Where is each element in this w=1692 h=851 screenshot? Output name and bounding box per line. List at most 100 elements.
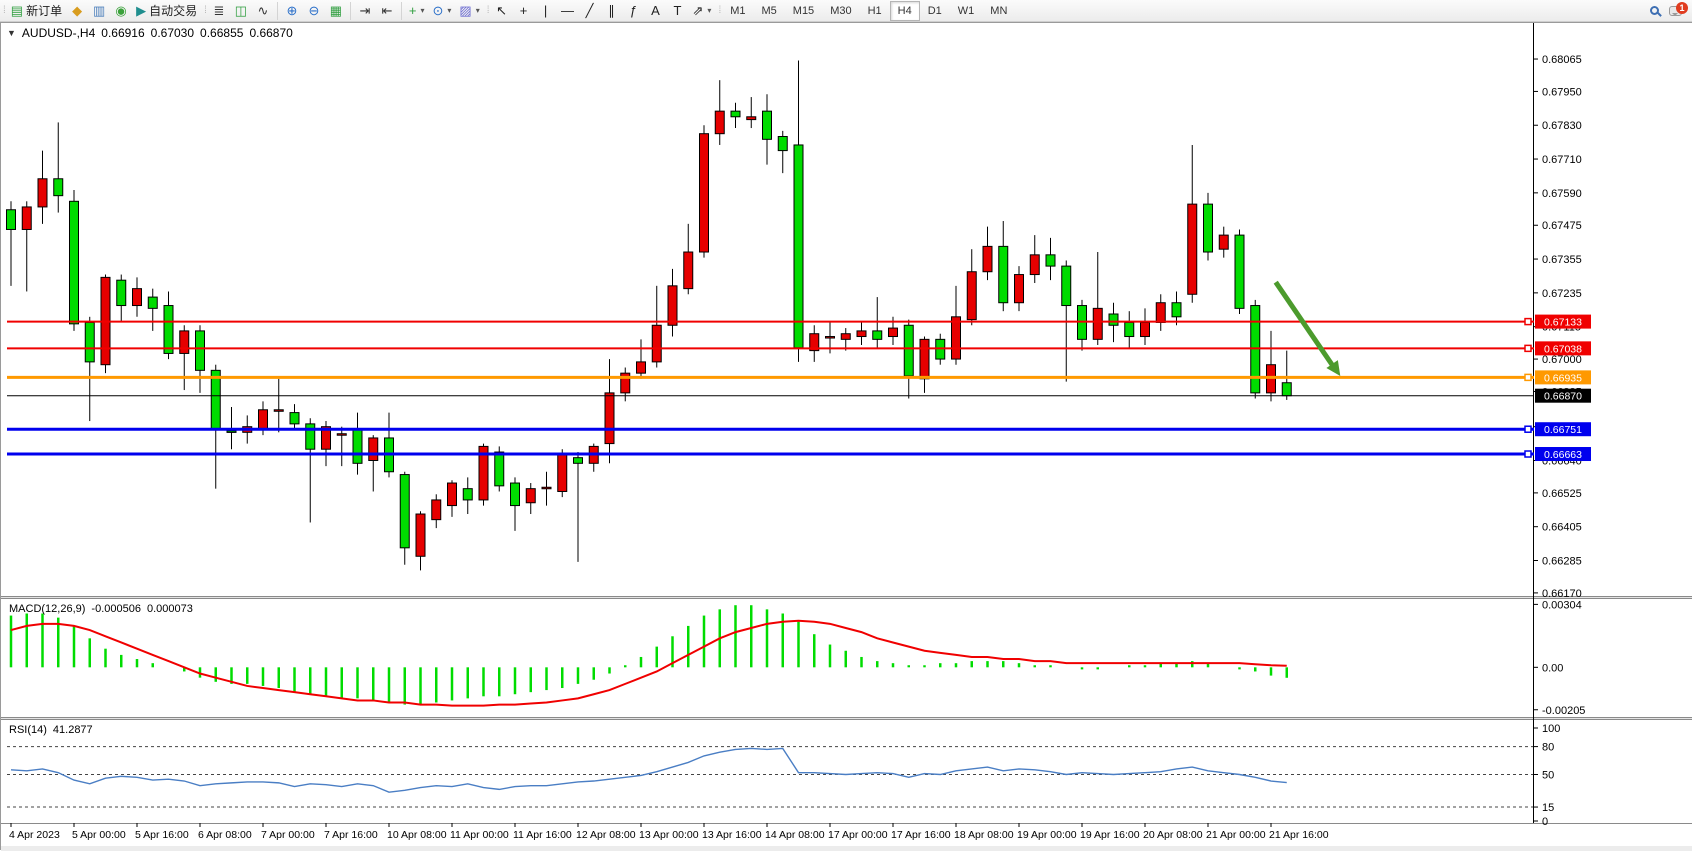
svg-text:0.66935: 0.66935 <box>1544 372 1582 384</box>
svg-text:0.66663: 0.66663 <box>1544 449 1582 461</box>
chart-shift-button[interactable]: ⇤ <box>376 1 398 21</box>
chart-canvas[interactable]: 0.68065 0.67950 0.67830 0.67710 0.67590 0.674… <box>1 23 1692 851</box>
tile-windows-button[interactable]: ▦ <box>325 1 347 21</box>
macd-indicator-label: MACD(12,26,9) -0.000506 0.000073 <box>9 603 193 615</box>
svg-text:100: 100 <box>1542 723 1560 735</box>
toolbar-drag-handle[interactable]: ⁞ <box>486 5 490 16</box>
svg-text:-0.00205: -0.00205 <box>1542 705 1585 717</box>
price-badge-0.66663: 0.66663 <box>1524 447 1591 462</box>
zoom-in-icon: ⊕ <box>286 3 298 18</box>
autotrading-icon: ▶ <box>136 3 147 18</box>
marketwatch-button[interactable]: ◆ <box>66 1 88 21</box>
svg-text:19 Apr 00:00: 19 Apr 00:00 <box>1017 829 1077 841</box>
bar-chart-button[interactable]: ≣ <box>208 1 230 21</box>
bar-chart-icon: ≣ <box>213 3 225 18</box>
macd-axis[interactable]: 0.00304 0.00 -0.00205 <box>1534 599 1585 717</box>
crosshair-button[interactable]: + <box>513 1 535 21</box>
trendline-button[interactable]: ╱ <box>579 1 601 21</box>
collapse-indicator-icon[interactable]: ▼ <box>7 28 16 38</box>
text-button[interactable]: A <box>645 1 667 21</box>
timeframe-button-w1[interactable]: W1 <box>957 4 975 17</box>
timeframe-button-d1[interactable]: D1 <box>927 4 942 17</box>
trend-arrow[interactable] <box>1273 280 1341 376</box>
indicators-button[interactable]: + ▾ <box>405 1 429 21</box>
time-axis[interactable]: 4 Apr 2023 5 Apr 00:00 5 Apr 16:00 6 Apr 08… <box>9 823 1329 841</box>
chevron-down-icon[interactable]: ▾ <box>707 6 712 15</box>
toolbar-drag-handle[interactable]: ⁞ <box>3 5 6 16</box>
vertical-line-icon: | <box>543 3 548 18</box>
svg-text:0.67590: 0.67590 <box>1542 188 1582 200</box>
channel-button[interactable]: ∥ <box>601 1 623 21</box>
svg-text:7 Apr 16:00: 7 Apr 16:00 <box>324 829 378 841</box>
timeframe-button-m1[interactable]: M1 <box>730 4 746 17</box>
text-label-icon: T <box>673 3 682 18</box>
candlestick-chart-button[interactable]: ◫ <box>230 1 252 21</box>
templates-icon: ▨ <box>459 3 472 18</box>
line-chart-button[interactable]: ∿ <box>252 1 274 21</box>
chevron-down-icon[interactable]: ▾ <box>475 6 480 15</box>
pane-splitter[interactable] <box>1 717 1692 720</box>
svg-text:20 Apr 08:00: 20 Apr 08:00 <box>1143 829 1203 841</box>
close-value: 0.66870 <box>249 26 293 40</box>
notifications-icon[interactable]: 1 <box>1669 1 1688 16</box>
auto-scroll-button[interactable]: ⇥ <box>354 1 376 21</box>
macd-signal-value: 0.000073 <box>146 603 193 615</box>
navigator-icon: ▥ <box>92 3 106 18</box>
search-icon[interactable] <box>1650 6 1659 15</box>
low-value: 0.66855 <box>200 26 244 40</box>
timeframe-button-h4[interactable]: H4 <box>889 0 920 21</box>
arrows-button[interactable]: ⇗ ▾ <box>689 1 716 21</box>
timeframe-button-h1[interactable]: H1 <box>867 4 882 17</box>
svg-text:0.68065: 0.68065 <box>1542 54 1582 66</box>
autotrading-button[interactable]: ▶ 自动交易 <box>132 1 201 21</box>
svg-text:0.67475: 0.67475 <box>1542 220 1582 232</box>
zoom-in-button[interactable]: ⊕ <box>281 1 303 21</box>
svg-text:19 Apr 16:00: 19 Apr 16:00 <box>1080 829 1140 841</box>
toolbar-separator <box>276 1 278 20</box>
price-badge-0.66935: 0.66935 <box>1524 370 1591 385</box>
navigator-button[interactable]: ▥ <box>88 1 110 21</box>
text-label-button[interactable]: T <box>667 1 689 21</box>
periods-button[interactable]: ⊙ ▾ <box>429 1 456 21</box>
svg-text:18 Apr 08:00: 18 Apr 08:00 <box>954 829 1014 841</box>
chart-window: ▼ AUDUSD-,H4 0.66916 0.67030 0.66855 0.6… <box>0 22 1692 851</box>
toolbar-drag-handle[interactable]: ⁞ <box>204 5 207 16</box>
svg-text:17 Apr 00:00: 17 Apr 00:00 <box>828 829 888 841</box>
rsi-axis[interactable]: 100 80 50 15 0 <box>1534 723 1560 828</box>
new-order-button[interactable]: ▤ 新订单 <box>7 1 66 21</box>
timeframe-button-mn[interactable]: MN <box>990 4 1008 17</box>
tile-windows-icon: ▦ <box>329 3 343 18</box>
svg-text:10 Apr 08:00: 10 Apr 08:00 <box>387 829 447 841</box>
timeframe-button-m5[interactable]: M5 <box>761 4 777 17</box>
vertical-line-button[interactable]: | <box>535 1 557 21</box>
timeframe-button-m30[interactable]: M30 <box>830 4 852 17</box>
toolbar-drag-handle[interactable]: ⁞ <box>718 5 721 16</box>
svg-text:0.66170: 0.66170 <box>1542 588 1582 600</box>
auto-scroll-icon: ⇥ <box>359 3 371 18</box>
chevron-down-icon[interactable]: ▾ <box>447 6 452 15</box>
price-badge-0.66870: 0.66870 <box>1535 388 1591 403</box>
chart-shift-icon: ⇤ <box>381 3 393 18</box>
cursor-button[interactable]: ↖ <box>491 1 513 21</box>
fibonacci-button[interactable]: ƒ <box>623 1 645 21</box>
svg-text:0.67038: 0.67038 <box>1544 343 1582 355</box>
equidistant-channel-icon: ∥ <box>608 3 615 18</box>
zoom-out-button[interactable]: ⊖ <box>303 1 325 21</box>
signals-button[interactable]: ◉ <box>110 1 132 21</box>
chevron-down-icon[interactable]: ▾ <box>420 6 425 15</box>
svg-text:0.67355: 0.67355 <box>1542 254 1582 266</box>
svg-text:0.67830: 0.67830 <box>1542 120 1582 132</box>
pane-splitter[interactable] <box>1 596 1692 599</box>
timeframe-button-m15[interactable]: M15 <box>792 4 815 17</box>
text-icon: A <box>651 3 660 18</box>
rsi-level-lines <box>7 746 1533 808</box>
templates-button[interactable]: ▨ ▾ <box>455 1 483 21</box>
horizontal-line-button[interactable]: ― <box>557 1 579 21</box>
svg-text:0: 0 <box>1542 816 1548 828</box>
zoom-out-icon: ⊖ <box>308 3 320 18</box>
svg-text:0.66751: 0.66751 <box>1544 424 1582 436</box>
marketwatch-icon: ◆ <box>72 3 83 18</box>
open-value: 0.66916 <box>101 26 145 40</box>
svg-text:14 Apr 08:00: 14 Apr 08:00 <box>765 829 825 841</box>
arrow-objects-icon: ⇗ <box>692 3 704 18</box>
